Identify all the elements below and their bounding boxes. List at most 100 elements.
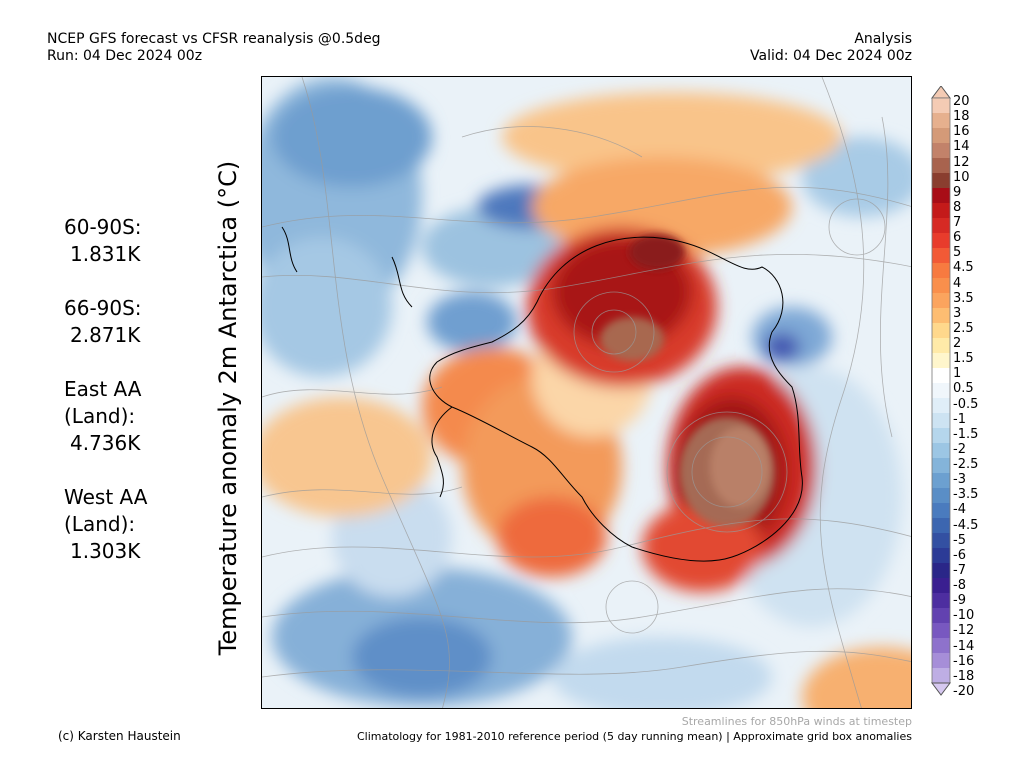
stat-value: 2.871K [70,323,141,347]
colorbar-top-arrow [931,86,951,99]
colorbar-tick-label: 10 [953,169,970,185]
coastlines [281,226,803,562]
colorbar-block [932,413,950,429]
colorbar-tick-label: -14 [953,638,975,654]
colorbar-tick-label: 1.5 [953,351,974,367]
colorbar-blocks [931,97,951,684]
title-line-1: NCEP GFS forecast vs CFSR reanalysis @0.… [47,31,381,47]
colorbar-block [932,278,950,294]
colorbar-block [932,158,950,174]
colorbar-tick-label: 3 [953,305,962,321]
header-left: NCEP GFS forecast vs CFSR reanalysis @0.… [47,31,381,65]
colorbar-tick-label: 7 [953,215,962,231]
colorbar-block [932,473,950,489]
stat-value: 1.831K [70,242,141,266]
colorbar-block [932,338,950,354]
colorbar-block [932,293,950,309]
map-canvas [262,77,911,708]
colorbar-tick-label: 5 [953,245,962,261]
colorbar-tick-label: 9 [953,184,962,200]
colorbar-block [932,398,950,414]
colorbar-tick-label: 2.5 [953,320,974,336]
colorbar-tick-label: 18 [953,109,970,125]
colorbar-bottom-arrow [931,682,951,696]
colorbar-tick-label: 6 [953,230,962,246]
stat-label: East AA (Land): [64,377,142,428]
colorbar-tick-label: 1 [953,366,962,382]
colorbar-tick-label: 4 [953,275,962,291]
colorbar-block [932,368,950,384]
y-axis-label: Temperature anomaly 2m Antarctica (°C) [214,160,242,656]
colorbar-block [932,668,950,684]
title-line-2: Run: 04 Dec 2024 00z [47,48,203,64]
colorbar-block [932,488,950,504]
header-right: Analysis Valid: 04 Dec 2024 00z [750,31,912,65]
colorbar-block [932,503,950,519]
colorbar-block [932,203,950,219]
stat-60-90s: 60-90S: 1.831K [60,214,170,268]
colorbar-block [932,563,950,579]
colorbar-block [932,218,950,234]
stat-east-aa: East AA (Land): 4.736K [60,376,170,457]
colorbar-block [932,128,950,144]
colorbar-tick-label: 2 [953,336,962,352]
colorbar-tick-label: -1.5 [953,426,979,442]
colorbar-tick-label: -6 [953,547,966,563]
valid-time: Valid: 04 Dec 2024 00z [750,48,912,64]
streamlines-note: Streamlines for 850hPa winds at timestep [681,715,912,728]
colorbar-block [932,533,950,549]
colorbar-tick-label: -8 [953,578,966,594]
colorbar-block [932,653,950,669]
colorbar-tick-label: 20 [953,94,970,109]
colorbar-block [932,608,950,624]
anomaly-peaks [600,234,775,527]
colorbar-tick-label: -2 [953,441,966,457]
colorbar-tick-label: 3.5 [953,290,974,306]
colorbar-tick-label: 14 [953,139,970,155]
colorbar-tick-label: -4.5 [953,517,979,533]
colorbar-tick-label: -0.5 [953,396,979,412]
analysis-label: Analysis [854,31,912,47]
colorbar-block [932,233,950,249]
colorbar-tick-label: -9 [953,593,966,609]
colorbar-tick-label: 0.5 [953,381,974,397]
colorbar-block [932,638,950,654]
colorbar [931,86,951,696]
stat-value: 1.303K [70,539,141,563]
streamlines [262,77,911,708]
colorbar-tick-label: -5 [953,532,966,548]
colorbar-block [932,593,950,609]
stat-66-90s: 66-90S: 2.871K [60,295,170,349]
colorbar-tick-label: -10 [953,608,975,624]
colorbar-tick-label: 12 [953,154,970,170]
colorbar-block [932,173,950,189]
colorbar-block [932,323,950,339]
colorbar-tick-label: -20 [953,684,975,699]
colorbar-block [932,353,950,369]
stat-label: 66-90S: [64,296,142,320]
stat-west-aa: West AA (Land): 1.303K [60,484,170,565]
colorbar-tick-label: -16 [953,653,975,669]
colorbar-tick-label: -1 [953,411,966,427]
anomaly-map [261,76,912,709]
colorbar-block [932,578,950,594]
colorbar-block [932,113,950,129]
stat-label: West AA (Land): [64,485,148,536]
colorbar-block [932,623,950,639]
colorbar-block [932,263,950,279]
colorbar-block [932,188,950,204]
stat-label: 60-90S: [64,215,142,239]
colorbar-tick-label: -3 [953,472,966,488]
colorbar-tick-label: 8 [953,199,962,215]
colorbar-tick-label: 4.5 [953,260,974,276]
colorbar-block [932,308,950,324]
colorbar-block [932,383,950,399]
colorbar-block [932,98,950,114]
climatology-note: Climatology for 1981-2010 reference peri… [356,730,912,743]
colorbar-block [932,443,950,459]
colorbar-block [932,143,950,159]
colorbar-tick-label: 16 [953,124,970,140]
colorbar-tick-label: -3.5 [953,487,979,503]
colorbar-tick-label: -4 [953,502,966,518]
colorbar-tick-label: -18 [953,668,975,684]
